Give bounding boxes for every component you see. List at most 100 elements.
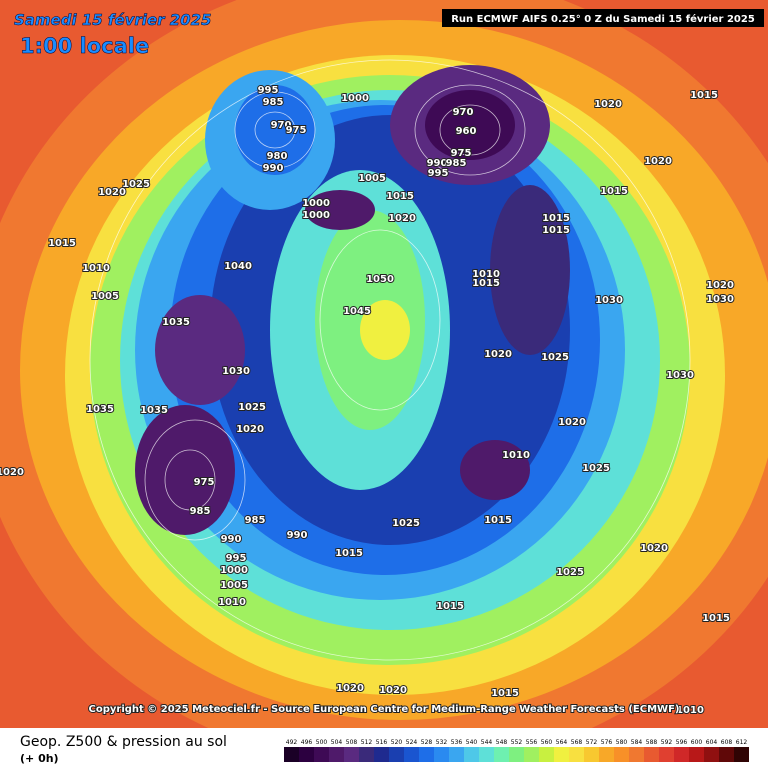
isobar-label: 1030 — [666, 370, 694, 381]
colorbar-swatch — [434, 747, 449, 762]
colorbar-label: 524 — [406, 739, 418, 746]
isobar-label: 1035 — [162, 317, 190, 328]
colorbar-swatch — [734, 747, 749, 762]
colorbar-swatch — [494, 747, 509, 762]
isobar-label: 1015 — [48, 238, 76, 249]
isobar-label: 995 — [258, 85, 279, 96]
isobar-label: 1020 — [484, 349, 512, 360]
colorbar-swatch — [389, 747, 404, 762]
isobar-label: 1000 — [302, 198, 330, 209]
colorbar-swatch — [554, 747, 569, 762]
isobar-label: 985 — [263, 97, 284, 108]
isobar-label: 1000 — [220, 565, 248, 576]
isobar-label: 1020 — [379, 685, 407, 696]
colorbar: 492 496 500 504 508 512 516 520 524 528 532 536 540 5… — [284, 739, 749, 762]
isobar-label: 1050 — [366, 274, 394, 285]
colorbar-label: 504 — [331, 739, 343, 746]
isobar-label: 1015 — [702, 613, 730, 624]
isobar-label: 1010 — [472, 269, 500, 280]
isobar-label: 1010 — [82, 263, 110, 274]
isobar-label: 990 — [427, 158, 448, 169]
isobar-label: 1020 — [0, 467, 24, 478]
isobar-label: 1005 — [220, 580, 248, 591]
colorbar-label: 496 — [301, 739, 313, 746]
colorbar-swatch — [659, 747, 674, 762]
colorbar-label: 584 — [631, 739, 643, 746]
isobar-label: 1000 — [302, 210, 330, 221]
isobar-label: 975 — [286, 125, 307, 136]
isobar-lines — [89, 59, 691, 661]
colorbar-label: 532 — [436, 739, 448, 746]
isobar-label: 1035 — [86, 404, 114, 415]
colorbar-swatch — [284, 747, 299, 762]
isobar-label: 1040 — [224, 261, 252, 272]
isobar-label: 970 — [453, 107, 474, 118]
isobar-label: 990 — [263, 163, 284, 174]
isobar-label: 1015 — [386, 191, 414, 202]
run-info: Run ECMWF AIFS 0.25° 0 Z du Samedi 15 fé… — [451, 13, 755, 25]
isobar-labels: 9959859709759809901000970960975990985995… — [0, 84, 735, 717]
colorbar-label: 588 — [646, 739, 658, 746]
colorbar-label: 600 — [691, 739, 703, 746]
isobar-label: 1015 — [436, 601, 464, 612]
colorbar-swatch — [299, 747, 314, 762]
colorbar-label: 512 — [361, 739, 373, 746]
isobar-label: 1045 — [343, 306, 371, 317]
isobar-label: 985 — [446, 158, 467, 169]
colorbar-swatch — [539, 747, 554, 762]
isobar-label: 1020 — [706, 280, 734, 291]
colorbar-label: 536 — [451, 739, 463, 746]
colorbar-swatch — [344, 747, 359, 762]
copyright: Copyright © 2025 Meteociel.fr - Source E… — [89, 704, 680, 715]
isobar-label: 1000 — [341, 93, 369, 104]
isobar-label: 1035 — [140, 405, 168, 416]
colorbar-label: 564 — [556, 739, 568, 746]
isobar-label: 1010 — [676, 705, 704, 716]
footer-title: Geop. Z500 & pression au sol — [20, 734, 227, 750]
colorbar-swatch — [704, 747, 719, 762]
isobar-label: 1030 — [222, 366, 250, 377]
colorbar-label: 540 — [466, 739, 478, 746]
local-time: 1:00 locale — [20, 34, 149, 58]
isobar-label: 1015 — [484, 515, 512, 526]
colorbar-swatch — [584, 747, 599, 762]
isobar-label: 1020 — [644, 156, 672, 167]
colorbar-label: 492 — [286, 739, 298, 746]
colorbar-swatch — [644, 747, 659, 762]
colorbar-swatch — [569, 747, 584, 762]
colorbar-swatch — [689, 747, 704, 762]
colorbar-swatch — [479, 747, 494, 762]
isobar-label: 1025 — [556, 567, 584, 578]
isobar-label: 1005 — [358, 173, 386, 184]
isobar-label: 1010 — [218, 597, 246, 608]
isobar-label: 1005 — [91, 291, 119, 302]
colorbar-swatch — [524, 747, 539, 762]
isobar-label: 1030 — [595, 295, 623, 306]
isobar-label: 985 — [245, 515, 266, 526]
colorbar-swatch — [329, 747, 344, 762]
colorbar-swatch — [419, 747, 434, 762]
isobar-label: 1015 — [335, 548, 363, 559]
colorbar-label: 604 — [706, 739, 718, 746]
isobar-label: 995 — [428, 168, 449, 179]
colorbar-swatch — [464, 747, 479, 762]
colorbar-swatch — [629, 747, 644, 762]
colorbar-label: 596 — [676, 739, 688, 746]
isobar-label: 1020 — [388, 213, 416, 224]
colorbar-swatch — [374, 747, 389, 762]
isobar-label: 1020 — [558, 417, 586, 428]
isobar-label: 1015 — [491, 688, 519, 699]
isobar-label: 1030 — [706, 294, 734, 305]
isobar-label: 1020 — [640, 543, 668, 554]
isobar-label: 1020 — [98, 187, 126, 198]
colorbar-swatch — [674, 747, 689, 762]
colorbar-label: 508 — [346, 739, 358, 746]
colorbar-label: 520 — [391, 739, 403, 746]
isobar-label: 1025 — [122, 179, 150, 190]
colorbar-label: 576 — [601, 739, 613, 746]
isobar-label: 975 — [451, 148, 472, 159]
colorbar-label: 500 — [316, 739, 328, 746]
footer-lead: (+ 0h) — [20, 752, 59, 765]
